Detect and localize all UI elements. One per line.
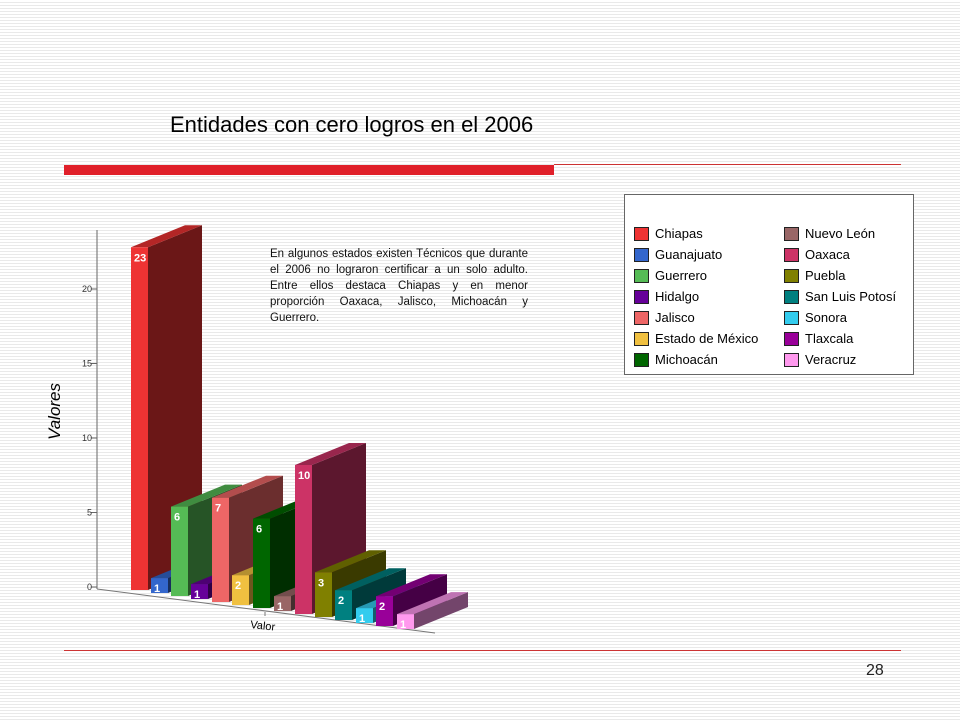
legend-item: Sonora (784, 307, 896, 328)
data-label-veracruz: 1 (400, 619, 406, 631)
legend-label: Chiapas (655, 226, 703, 241)
legend-label: Guerrero (655, 268, 708, 283)
bar-front-sonora (356, 608, 373, 623)
legend-swatch (784, 331, 799, 346)
legend-item: Jalisco (634, 307, 758, 328)
legend-item: Guanajuato (634, 244, 758, 265)
data-label-michoac-n: 6 (256, 524, 262, 536)
legend-item: San Luis Potosí (784, 286, 896, 307)
legend-item: Chiapas (634, 223, 758, 244)
data-label-tlaxcala: 2 (379, 601, 385, 613)
legend-item: Tlaxcala (784, 328, 896, 349)
legend-label: Sonora (805, 310, 847, 325)
y-axis-title: Valores (45, 382, 64, 440)
legend-swatch (634, 226, 649, 241)
bar-side-veracruz (414, 592, 468, 629)
slide-title: Entidades con cero logros en el 2006 (170, 112, 534, 137)
legend-swatch (634, 268, 649, 283)
bar-top-oaxaca (295, 443, 366, 465)
legend-item: Oaxaca (784, 244, 896, 265)
bar-front-estado-de-m-xico (232, 575, 249, 605)
chart-legend: Chiapas Guanajuato Guerrero Hidalgo Jalisco E… (624, 194, 914, 375)
data-label-puebla: 3 (318, 577, 324, 589)
legend-swatch (784, 310, 799, 325)
bar-front-nuevo-le-n (274, 596, 291, 611)
data-label-guerrero: 6 (174, 512, 180, 524)
data-label-nuevo-le-n: 1 (277, 601, 283, 613)
bar-front-san-luis-potos- (335, 590, 352, 620)
legend-item: Estado de México (634, 328, 758, 349)
legend-item: Guerrero (634, 265, 758, 286)
legend-swatch (634, 247, 649, 262)
legend-swatch (784, 289, 799, 304)
data-label-hidalgo: 1 (194, 589, 200, 601)
legend-item: Michoacán (634, 349, 758, 370)
bar-top-jalisco (212, 475, 283, 498)
bar-top-tlaxcala (376, 574, 447, 597)
legend-label: Michoacán (655, 352, 718, 367)
y-tick-label: 20 (82, 284, 92, 294)
title-underline-thin (554, 164, 901, 165)
data-label-chiapas: 23 (134, 252, 146, 264)
bar-top-veracruz (397, 592, 468, 615)
legend-label: Hidalgo (655, 289, 700, 304)
legend-item: Puebla (784, 265, 896, 286)
legend-item: Nuevo León (784, 223, 896, 244)
data-label-guanajuato: 1 (154, 583, 160, 595)
legend-swatch (784, 247, 799, 262)
chart-annotation: En algunos estados existen Técnicos que … (270, 248, 528, 324)
legend-label: Veracruz (805, 352, 857, 367)
footer-rule (64, 650, 901, 651)
bar-front-michoac-n (253, 518, 270, 608)
bar-front-hidalgo (191, 584, 208, 599)
bar-front-guanajuato (151, 578, 168, 593)
legend-label: Estado de México (655, 331, 759, 346)
legend-label: Guanajuato (655, 247, 723, 262)
legend-label: Tlaxcala (805, 331, 854, 346)
legend-swatch (784, 352, 799, 367)
y-tick-label: 0 (87, 582, 92, 592)
page-number: 28 (866, 662, 884, 679)
legend-column-left: Chiapas Guanajuato Guerrero Hidalgo Jalisco E… (634, 223, 758, 370)
bar-top-san-luis-potos- (335, 568, 406, 591)
data-label-estado-de-m-xico: 2 (235, 580, 241, 592)
bar-front-puebla (315, 572, 332, 617)
legend-swatch (634, 289, 649, 304)
bar-front-jalisco (212, 497, 229, 602)
data-label-jalisco: 7 (215, 503, 221, 515)
legend-swatch (634, 310, 649, 325)
bar-front-oaxaca (295, 465, 312, 614)
y-tick-label: 10 (82, 433, 92, 443)
legend-label: Puebla (805, 268, 846, 283)
legend-label: Nuevo León (805, 226, 876, 241)
bar-top-puebla (315, 550, 386, 573)
legend-label: San Luis Potosí (805, 289, 897, 304)
legend-label: Jalisco (655, 310, 695, 325)
legend-swatch (634, 352, 649, 367)
title-underline-thick (64, 165, 554, 175)
legend-item: Veracruz (784, 349, 896, 370)
legend-swatch (784, 226, 799, 241)
data-label-san-luis-potos-: 2 (338, 595, 344, 607)
legend-label: Oaxaca (805, 247, 850, 262)
legend-column-right: Nuevo León Oaxaca Puebla San Luis Potosí Son… (784, 223, 896, 370)
bar-front-tlaxcala (376, 596, 393, 626)
bar-side-chiapas (148, 225, 202, 591)
bar-top-chiapas (131, 225, 202, 248)
bar-front-guerrero (171, 506, 188, 596)
x-axis-title: Valor (250, 619, 276, 634)
legend-swatch (784, 268, 799, 283)
legend-swatch (634, 331, 649, 346)
bar-front-veracruz (397, 614, 414, 629)
bar-front-chiapas (131, 247, 148, 591)
y-tick-label: 15 (82, 359, 92, 369)
data-label-oaxaca: 10 (298, 470, 310, 482)
bar-top-guerrero (171, 484, 242, 507)
legend-item: Hidalgo (634, 286, 758, 307)
data-label-sonora: 1 (359, 613, 365, 625)
y-tick-label: 5 (87, 508, 92, 518)
